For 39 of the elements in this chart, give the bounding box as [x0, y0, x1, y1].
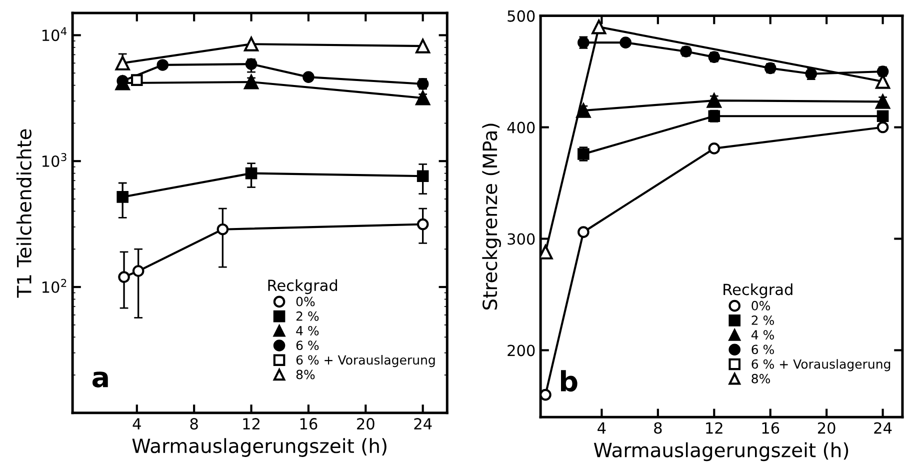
legend-label: 4 %	[296, 326, 319, 336]
y-tick-label: 300	[508, 233, 535, 245]
legend-label: 0%	[752, 300, 770, 310]
legend-label: 2 %	[296, 311, 319, 321]
y-axis-title: Streckgrenze (MPa)	[482, 124, 501, 310]
x-tick-label: 12	[706, 422, 722, 434]
y-axis-title: T1 Teilchendichte	[16, 129, 32, 298]
y-tick-label: 200	[508, 344, 535, 356]
legend-label: 6 % + Vorauslagerung	[752, 359, 890, 372]
x-tick-label: 24	[874, 422, 892, 434]
legend-label: 6 %	[752, 344, 774, 354]
annotation: b	[561, 370, 578, 392]
x-tick-label: 20	[357, 418, 374, 430]
annotation: a	[92, 372, 108, 388]
x-axis-title: Warmauslagerungszeit (h)	[594, 442, 848, 462]
legend-label: 0%	[296, 296, 315, 306]
y-tick-label: 400	[507, 122, 535, 134]
x-tick-label: 24	[414, 418, 432, 430]
y-tick-label: 500	[508, 10, 535, 22]
y-tick-label: 10$^{2}$	[42, 278, 66, 293]
x-tick-label: 4	[132, 418, 141, 430]
x-tick-label: 12	[243, 418, 260, 430]
legend-title: Reckgrad	[724, 283, 792, 298]
y-tick-label: 10$^{4}$	[42, 27, 67, 42]
legend-label: 8%	[752, 374, 770, 384]
x-tick-label: 16	[762, 422, 780, 434]
legend-label: 2 %	[752, 316, 774, 325]
x-tick-label: 4	[598, 422, 606, 434]
legend-label: 6 %	[296, 340, 319, 350]
legend-label: 6 % + Vorauslagerung	[296, 354, 435, 368]
legend-label: 8%	[296, 370, 315, 380]
x-tick-label: 8	[190, 418, 198, 430]
x-tick-label: 16	[300, 418, 318, 430]
legend-title: Reckgrad	[268, 279, 338, 294]
x-axis-title: Warmauslagerungszeit (h)	[132, 438, 386, 457]
y-tick-label: 10$^{3}$	[42, 153, 66, 168]
x-tick-label: 8	[654, 422, 662, 434]
legend-label: 4 %	[751, 330, 774, 340]
x-tick-label: 20	[818, 422, 836, 434]
